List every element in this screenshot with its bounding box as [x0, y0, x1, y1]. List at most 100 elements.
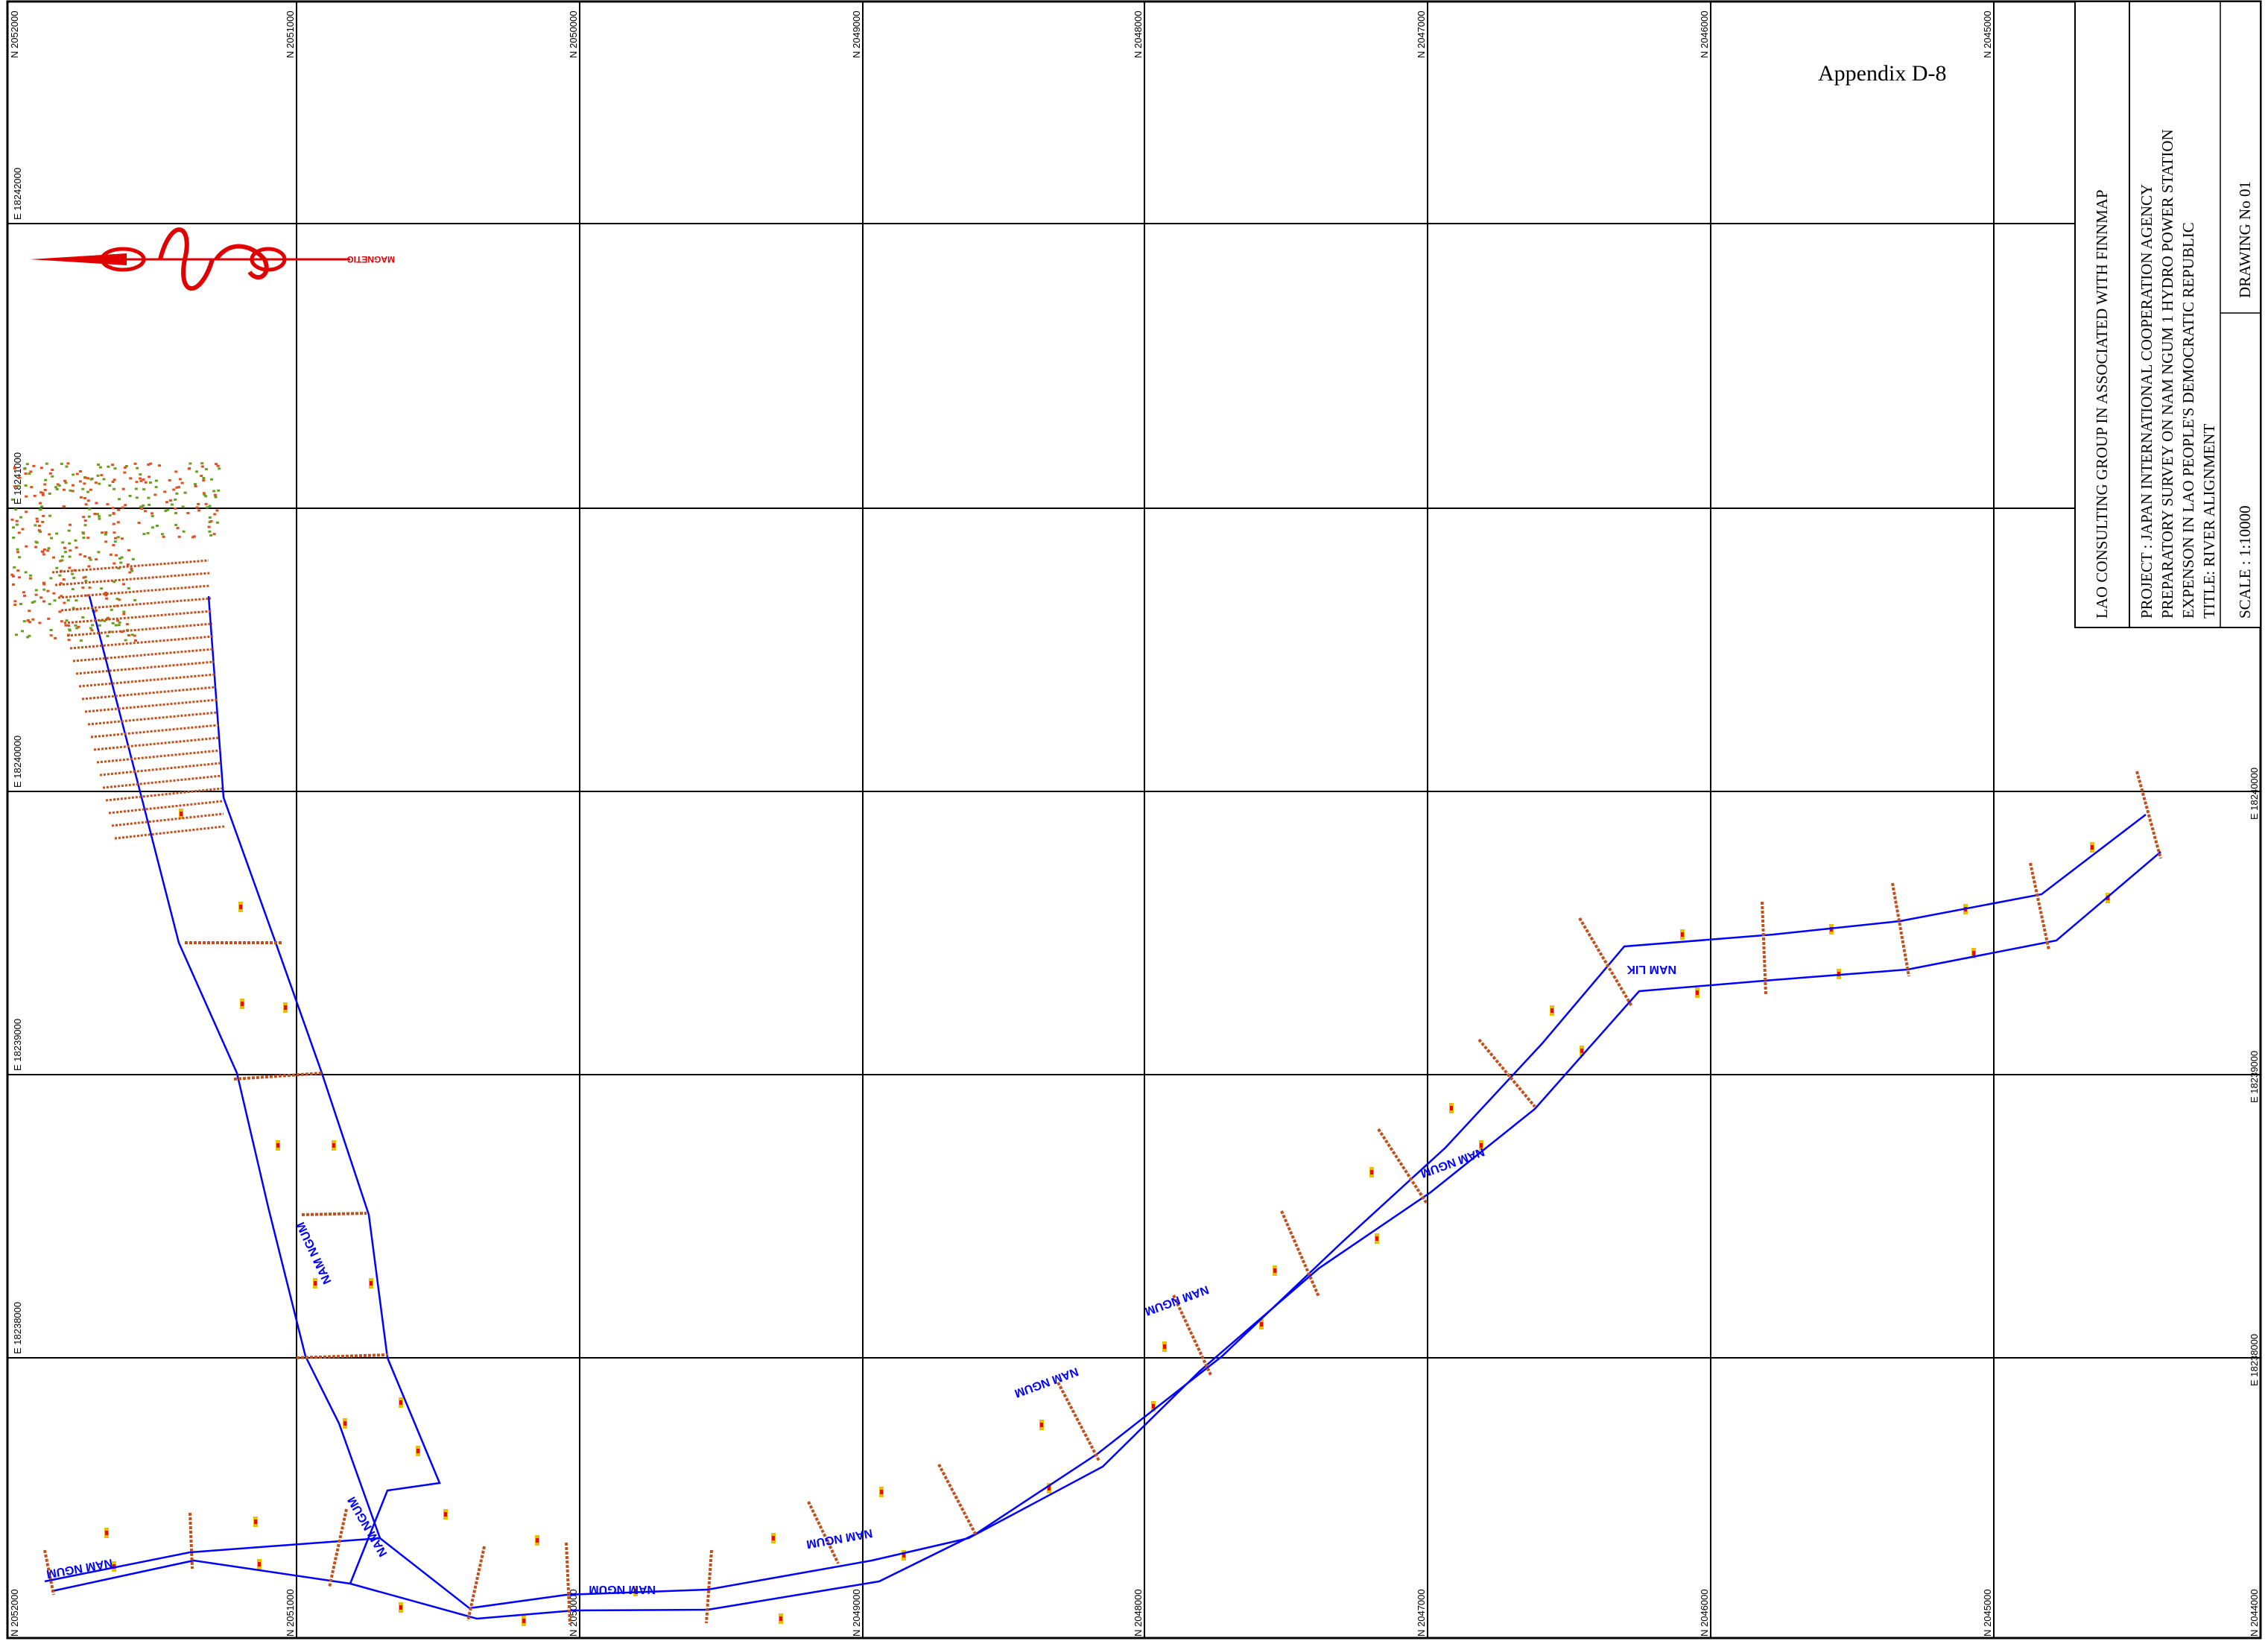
survey-point — [79, 481, 82, 483]
survey-point — [134, 463, 137, 465]
survey-point — [104, 531, 107, 534]
survey-point — [19, 603, 22, 605]
survey-point — [52, 557, 55, 559]
survey-point — [166, 509, 169, 511]
survey-point — [208, 526, 211, 528]
survey-point — [25, 546, 28, 548]
survey-point — [47, 618, 50, 620]
survey-point — [34, 495, 37, 497]
survey-point — [183, 531, 186, 533]
survey-point — [142, 488, 145, 490]
north-bottom-label: N 2048000 — [1133, 1589, 1144, 1637]
survey-point — [148, 504, 151, 506]
survey-point — [161, 533, 164, 535]
survey-point — [117, 509, 120, 511]
survey-point — [31, 619, 34, 621]
cross-section-line — [73, 649, 214, 661]
survey-point — [23, 595, 26, 597]
survey-point — [178, 536, 181, 538]
survey-point — [60, 463, 63, 465]
survey-point — [206, 506, 209, 508]
survey-point — [121, 507, 124, 509]
survey-point — [127, 549, 130, 551]
survey-point — [139, 473, 142, 475]
survey-point — [61, 541, 64, 543]
survey-point — [124, 467, 127, 469]
survey-point — [151, 512, 153, 514]
survey-point — [69, 556, 72, 558]
north-top-label: N 2048000 — [1133, 10, 1144, 58]
survey-point — [95, 610, 98, 612]
cross-section-line — [1058, 1382, 1099, 1461]
level-marker-center — [416, 1449, 419, 1453]
cross-section-line — [706, 1550, 712, 1623]
level-marker-center — [522, 1619, 525, 1623]
survey-point — [201, 466, 204, 468]
survey-point — [55, 567, 58, 569]
survey-point — [130, 570, 133, 572]
cross-section-line — [76, 662, 215, 674]
survey-point — [13, 467, 16, 469]
east-left-label: E 18240000 — [12, 736, 23, 788]
survey-point — [136, 481, 139, 483]
survey-point — [16, 569, 19, 572]
survey-point — [182, 505, 185, 508]
survey-point — [165, 501, 168, 503]
survey-point — [13, 604, 16, 606]
survey-point — [30, 486, 33, 488]
east-left-label: E 18238000 — [12, 1302, 23, 1354]
survey-point — [39, 491, 42, 493]
survey-point — [63, 505, 66, 508]
survey-point — [98, 483, 101, 485]
north-top-label: N 2046000 — [1699, 10, 1710, 58]
survey-point — [104, 534, 107, 536]
survey-point — [147, 497, 150, 499]
survey-point — [65, 625, 68, 627]
survey-point — [15, 633, 18, 636]
level-marker-center — [399, 1400, 402, 1405]
river-label: NAM NGUM — [1013, 1365, 1080, 1400]
survey-point — [19, 516, 22, 519]
survey-point — [158, 464, 161, 467]
cross-section-line — [79, 674, 215, 686]
level-marker-center — [1550, 1008, 1553, 1013]
river-label: NAM LIK — [1626, 963, 1676, 976]
river-bank-left — [45, 852, 2161, 1608]
survey-point — [25, 571, 28, 573]
survey-point — [193, 535, 196, 537]
survey-point — [151, 515, 154, 517]
survey-point — [126, 623, 129, 625]
survey-point — [129, 477, 132, 479]
cross-section-line — [1892, 883, 1909, 976]
survey-point — [145, 481, 148, 484]
survey-point — [113, 563, 115, 565]
survey-point — [14, 508, 17, 510]
survey-point — [217, 490, 220, 492]
survey-point — [39, 502, 42, 505]
survey-point — [139, 478, 142, 480]
survey-point — [33, 601, 36, 603]
river-label: NAM NGUM — [1143, 1283, 1210, 1318]
cross-section-line — [100, 763, 221, 775]
survey-point — [25, 510, 28, 513]
survey-point — [118, 598, 121, 601]
survey-point — [84, 524, 87, 526]
level-marker-center — [444, 1512, 447, 1517]
east-right-label: E 18239000 — [2249, 1051, 2260, 1103]
survey-point — [114, 537, 117, 540]
survey-point-cloud — [10, 462, 2110, 1626]
survey-point — [117, 521, 120, 523]
survey-point — [148, 475, 151, 478]
survey-point — [212, 490, 215, 493]
survey-point — [40, 505, 43, 508]
survey-point — [213, 533, 216, 535]
survey-point — [163, 490, 166, 493]
level-marker-center — [779, 1616, 782, 1621]
survey-point — [107, 466, 110, 468]
survey-point — [72, 577, 75, 579]
survey-point — [214, 494, 217, 496]
level-marker-center — [332, 1143, 335, 1148]
survey-point — [38, 622, 41, 624]
survey-point — [29, 470, 32, 472]
